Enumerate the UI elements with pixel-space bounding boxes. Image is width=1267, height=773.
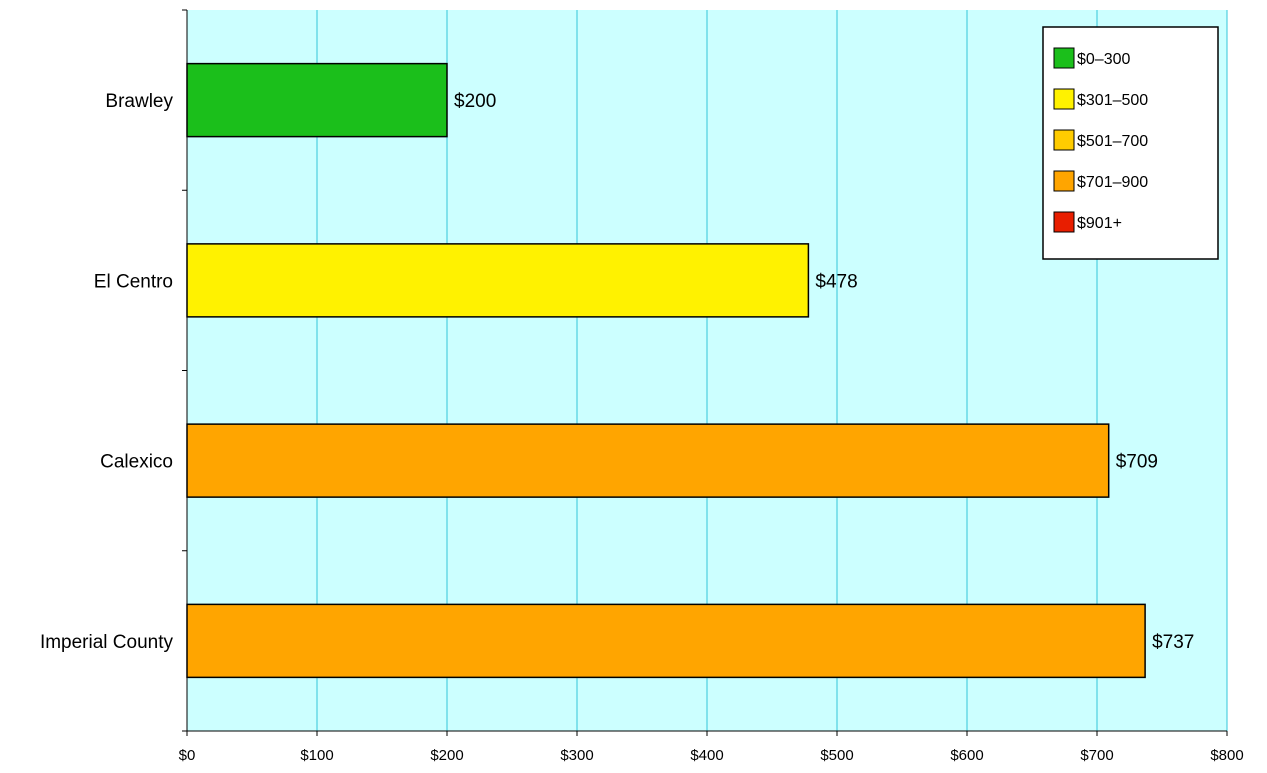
x-tick-label: $700 xyxy=(1080,747,1113,764)
category-label: El Centro xyxy=(94,271,173,292)
legend-swatch xyxy=(1053,88,1075,110)
legend-label: $501–700 xyxy=(1077,133,1148,150)
legend-label: $0–300 xyxy=(1077,51,1130,68)
x-tick-label: $200 xyxy=(430,747,463,764)
data-label: $478 xyxy=(815,271,857,292)
legend-swatch xyxy=(1053,129,1075,151)
data-label: $709 xyxy=(1116,452,1158,473)
x-tick-label: $0 xyxy=(179,747,196,764)
x-tick-label: $500 xyxy=(820,747,853,764)
legend-label: $901+ xyxy=(1077,215,1122,232)
bar xyxy=(186,243,810,318)
category-label: Calexico xyxy=(100,452,173,473)
legend-label: $701–900 xyxy=(1077,174,1148,191)
bars xyxy=(186,62,1146,679)
legend: $0–300 $301–500 $501–700 $701–900 $901+ xyxy=(1042,26,1219,260)
bar xyxy=(186,423,1110,498)
legend-swatch xyxy=(1053,170,1075,192)
legend-swatch xyxy=(1053,47,1075,69)
legend-label: $301–500 xyxy=(1077,92,1148,109)
legend-swatch xyxy=(1053,211,1075,233)
x-tick-label: $400 xyxy=(690,747,723,764)
data-label: $200 xyxy=(454,91,496,112)
category-label: Imperial County xyxy=(40,632,174,653)
x-tick-label: $300 xyxy=(560,747,593,764)
x-tick-label: $800 xyxy=(1210,747,1243,764)
x-tick-label: $100 xyxy=(300,747,333,764)
bar xyxy=(186,603,1146,679)
category-label: Brawley xyxy=(105,91,173,112)
labels: Brawley $200 El Centro $478 Calexico $709 Impe… xyxy=(40,91,1194,653)
x-tick-label: $600 xyxy=(950,747,983,764)
data-label: $737 xyxy=(1152,632,1194,653)
bar xyxy=(186,62,448,138)
